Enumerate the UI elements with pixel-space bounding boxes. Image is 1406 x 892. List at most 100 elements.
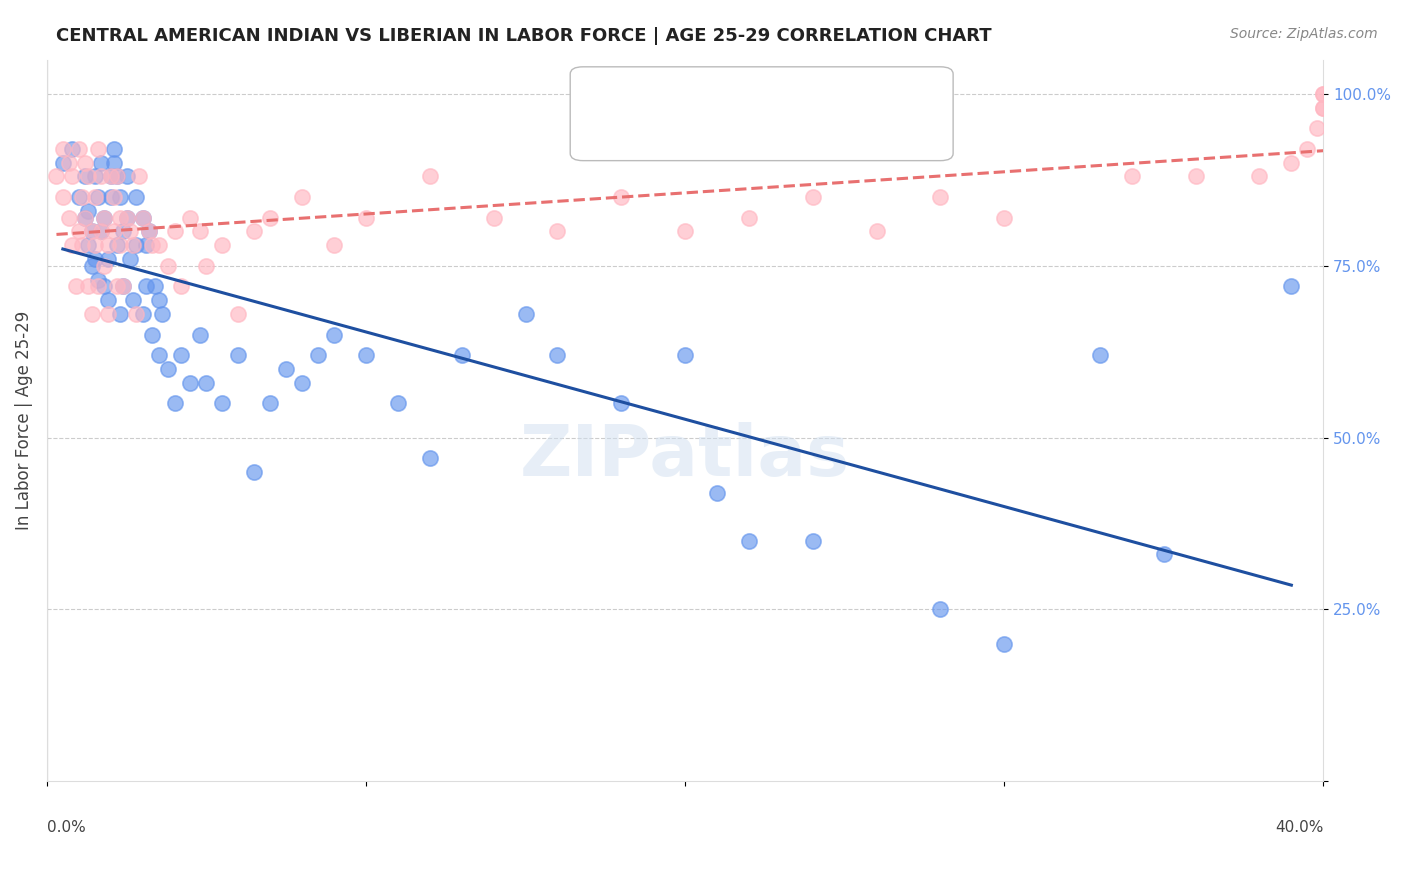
Point (228, 307, 250, 321)
Point (100, 169, 122, 184)
Point (122, 293, 145, 308)
Point (80, 307, 103, 321)
Point (58, 155, 80, 169)
Point (83, 238, 105, 252)
Point (515, 307, 537, 321)
Text: 0.0%: 0.0% (46, 820, 86, 835)
Point (110, 238, 132, 252)
Point (150, 307, 173, 321)
Point (135, 279, 157, 293)
Text: CENTRAL AMERICAN INDIAN VS LIBERIAN IN LABOR FORCE | AGE 25-29 CORRELATION CHART: CENTRAL AMERICAN INDIAN VS LIBERIAN IN L… (56, 27, 991, 45)
Point (135, 238, 157, 252)
Point (112, 224, 135, 238)
Point (929, 602, 952, 616)
Point (243, 465, 266, 479)
Point (93, 259, 115, 273)
Point (96, 252, 118, 266)
Point (450, 348, 472, 362)
Point (110, 211, 132, 225)
Point (1279, 279, 1302, 293)
Point (80, 224, 103, 238)
Point (163, 224, 186, 238)
Point (138, 224, 160, 238)
Point (1296, 142, 1319, 156)
Point (307, 348, 329, 362)
Point (75, 211, 97, 225)
Point (291, 190, 314, 204)
Point (188, 224, 211, 238)
Point (1121, 169, 1143, 184)
Point (259, 396, 281, 410)
Point (738, 211, 761, 225)
Point (354, 348, 377, 362)
Point (93, 211, 115, 225)
Point (96, 238, 118, 252)
Point (77, 279, 100, 293)
Point (387, 396, 409, 410)
Point (145, 279, 167, 293)
Point (141, 238, 163, 252)
Point (125, 190, 148, 204)
Point (105, 169, 128, 184)
Point (673, 348, 696, 362)
Point (211, 238, 233, 252)
Point (110, 307, 132, 321)
Point (115, 211, 138, 225)
Point (131, 307, 153, 321)
Point (70, 190, 93, 204)
Point (131, 211, 153, 225)
Point (706, 485, 728, 500)
Point (58, 211, 80, 225)
Point (103, 155, 125, 169)
Point (179, 376, 201, 390)
Point (419, 169, 441, 184)
Point (105, 169, 128, 184)
Point (188, 327, 211, 342)
Point (112, 279, 135, 293)
Point (148, 348, 170, 362)
Point (419, 451, 441, 466)
Point (276, 362, 298, 376)
Point (157, 362, 180, 376)
Point (67, 142, 90, 156)
Point (96, 307, 118, 321)
Point (87, 190, 110, 204)
Point (112, 279, 135, 293)
Point (90, 169, 112, 184)
Point (90, 155, 112, 169)
Point (70, 238, 93, 252)
Point (163, 396, 186, 410)
Point (211, 396, 233, 410)
Point (65, 279, 87, 293)
Point (1088, 348, 1111, 362)
Point (93, 279, 115, 293)
Point (115, 211, 138, 225)
Point (75, 211, 97, 225)
Point (865, 224, 887, 238)
Point (131, 211, 153, 225)
Point (103, 224, 125, 238)
Point (122, 238, 145, 252)
Point (673, 224, 696, 238)
Point (195, 376, 218, 390)
Point (103, 142, 125, 156)
FancyBboxPatch shape (571, 67, 953, 161)
Point (243, 224, 266, 238)
Point (87, 279, 110, 293)
Point (148, 293, 170, 308)
Point (993, 211, 1015, 225)
Point (96, 293, 118, 308)
Point (118, 252, 141, 266)
Point (1279, 155, 1302, 169)
Y-axis label: In Labor Force | Age 25-29: In Labor Force | Age 25-29 (15, 310, 32, 530)
Point (77, 238, 100, 252)
Point (118, 224, 141, 238)
Point (62, 169, 84, 184)
Point (801, 190, 824, 204)
Point (128, 169, 150, 184)
Point (801, 533, 824, 548)
Point (83, 190, 105, 204)
Point (1312, 101, 1334, 115)
Text: Source: ZipAtlas.com: Source: ZipAtlas.com (1230, 27, 1378, 41)
Point (62, 238, 84, 252)
